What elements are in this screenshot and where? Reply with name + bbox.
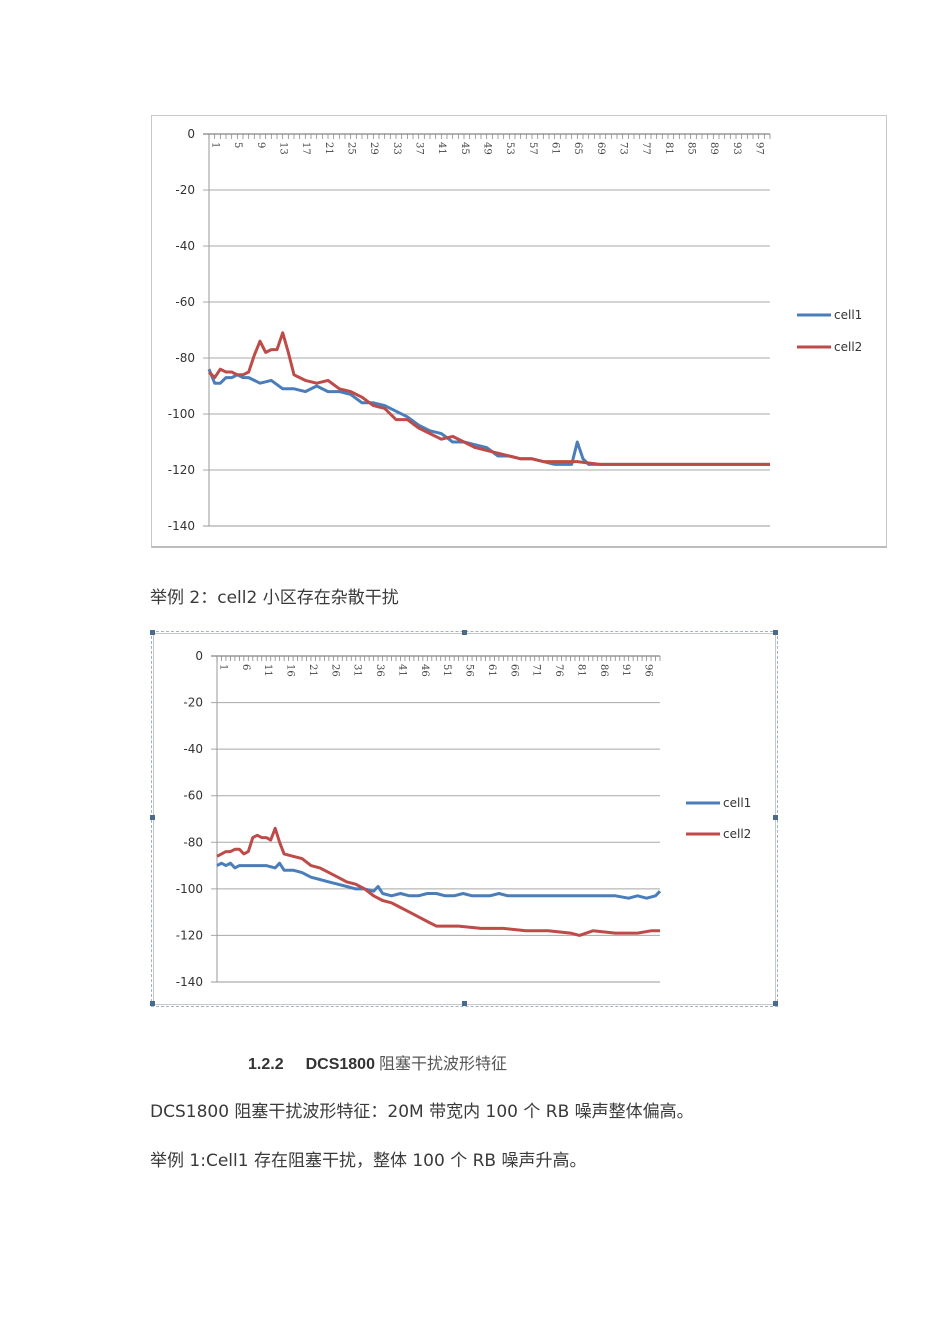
series-cell2-line	[207, 331, 770, 466]
y-tick-label: -120	[176, 928, 203, 942]
section-heading: 1.2.2 DCS1800 阻塞干扰波形特征	[248, 1050, 507, 1074]
y-tick-label: -120	[168, 463, 195, 477]
x-tick-label: 56	[464, 664, 475, 677]
y-tick-label: -80	[175, 351, 195, 365]
y-tick-label: -140	[176, 975, 203, 989]
x-tick-label: 21	[307, 664, 318, 677]
y-tick-label: -140	[168, 519, 195, 533]
resize-handle-top-left[interactable]	[150, 630, 155, 635]
x-tick-label: 1	[210, 142, 221, 148]
legend-cell2-label: cell2	[834, 340, 862, 354]
x-tick-label: 45	[459, 142, 470, 155]
resize-handle-top-center[interactable]	[462, 630, 467, 635]
y-tick-label: -60	[183, 789, 203, 803]
x-tick-label: 41	[436, 142, 447, 155]
chart-cell-interference-example-1[interactable]: 0 -20 -40 -60 -80 -100 -120 -140 1 5 9 13 17 21 25 29 33…	[151, 115, 887, 548]
paragraph-example-1: 举例 1:Cell1 存在阻塞干扰，整体 100 个 RB 噪声升高。	[150, 1151, 587, 1171]
legend-cell2-label: cell2	[723, 827, 751, 841]
y-tick-label: 0	[187, 127, 195, 141]
x-tick-label: 81	[663, 142, 674, 155]
x-tick-label: 31	[352, 664, 363, 677]
resize-handle-bottom-left[interactable]	[150, 1001, 155, 1006]
y-tick-label: -100	[176, 882, 203, 896]
x-tick-label: 85	[686, 142, 697, 155]
series-cell2-line	[216, 826, 660, 937]
x-tick-label: 5	[232, 142, 243, 148]
x-tick-label: 13	[278, 142, 289, 155]
x-tick-label: 1	[218, 664, 229, 670]
x-tick-label: 16	[285, 664, 296, 677]
y-tick-label: -40	[183, 742, 203, 756]
section-number: 1.2.2	[248, 1056, 284, 1073]
x-tick-label: 65	[572, 142, 583, 155]
x-tick-label: 71	[531, 664, 542, 677]
resize-handle-top-right[interactable]	[773, 630, 778, 635]
x-tick-label: 33	[391, 142, 402, 155]
x-tick-label: 46	[419, 664, 430, 677]
y-tick-label: -20	[175, 183, 195, 197]
series-cell1-line	[207, 368, 770, 466]
x-tick-label: 89	[708, 142, 719, 155]
y-tick-label: -80	[183, 835, 203, 849]
x-tick-label: 96	[643, 664, 654, 677]
x-tick-label: 51	[441, 664, 452, 677]
x-tick-label: 86	[598, 664, 609, 677]
x-tick-label: 61	[550, 142, 561, 155]
y-tick-label: 0	[195, 649, 203, 663]
resize-handle-middle-right[interactable]	[773, 815, 778, 820]
paragraph-dcs1800-description: DCS1800 阻塞干扰波形特征：20M 带宽内 100 个 RB 噪声整体偏高…	[150, 1102, 694, 1122]
x-tick-label: 6	[240, 664, 251, 670]
line-chart-1: 0 -20 -40 -60 -80 -100 -120 -140 1 5 9 13 17 21 25 29 33…	[168, 127, 863, 533]
x-tick-label: 91	[620, 664, 631, 677]
x-tick-label: 29	[368, 142, 379, 155]
x-tick-label: 37	[414, 142, 425, 155]
x-tick-label: 97	[754, 142, 765, 155]
section-title-en: DCS1800	[305, 1056, 375, 1073]
legend-cell1-label: cell1	[834, 308, 862, 322]
series-cell1-line	[216, 861, 662, 900]
x-tick-label: 36	[374, 664, 385, 677]
y-tick-label: -40	[175, 239, 195, 253]
chart-spurious-interference-example-2[interactable]: 0 -20 -40 -60 -80 -100 -120 -140 1 6 11 16 21 26 31 36 4…	[151, 631, 778, 1007]
x-tick-label: 81	[575, 664, 586, 677]
x-tick-label: 53	[504, 142, 515, 155]
x-tick-label: 73	[618, 142, 629, 155]
y-tick-label: -20	[183, 696, 203, 710]
x-tick-label: 11	[262, 664, 273, 677]
x-tick-label: 69	[595, 142, 606, 155]
resize-handle-middle-left[interactable]	[150, 815, 155, 820]
x-tick-label: 17	[300, 142, 311, 155]
x-tick-label: 61	[486, 664, 497, 677]
x-tick-label: 41	[396, 664, 407, 677]
y-tick-label: -100	[168, 407, 195, 421]
x-tick-label: 57	[527, 142, 538, 155]
x-tick-label: 76	[553, 664, 564, 677]
caption-example-2: 举例 2：cell2 小区存在杂散干扰	[150, 588, 399, 608]
x-tick-label: 26	[329, 664, 340, 677]
x-tick-label: 93	[731, 142, 742, 155]
x-tick-label: 66	[508, 664, 519, 677]
resize-handle-bottom-center[interactable]	[462, 1001, 467, 1006]
x-tick-label: 9	[255, 142, 266, 148]
x-tick-label: 25	[346, 142, 357, 155]
legend-cell1-label: cell1	[723, 796, 751, 810]
x-tick-label: 49	[482, 142, 493, 155]
resize-handle-bottom-right[interactable]	[773, 1001, 778, 1006]
x-tick-label: 77	[640, 142, 651, 155]
x-tick-label: 21	[323, 142, 334, 155]
section-title-cn: 阻塞干扰波形特征	[378, 1054, 507, 1073]
y-tick-label: -60	[175, 295, 195, 309]
